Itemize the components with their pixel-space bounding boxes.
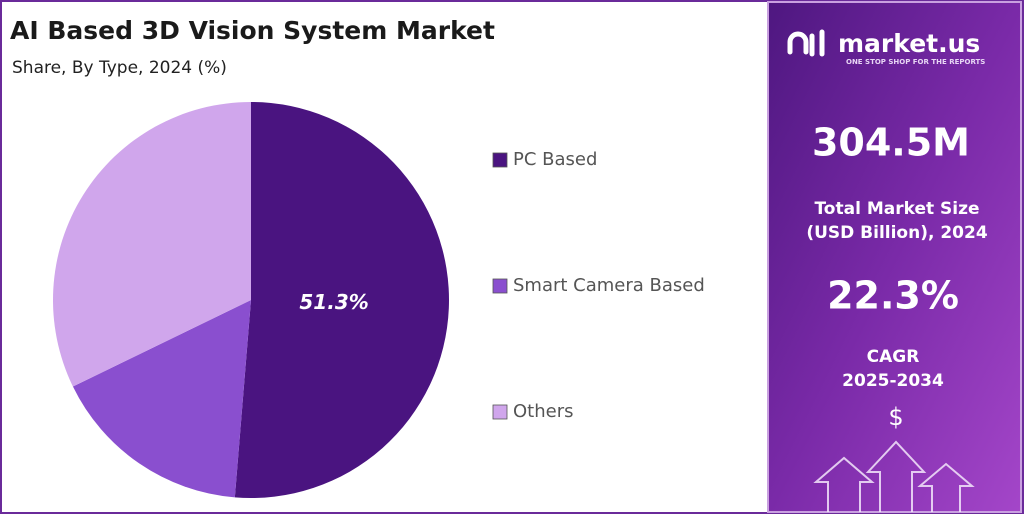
market-size: 304.5M [812, 121, 970, 165]
pie-slice [72, 300, 252, 498]
tagline: ONE STOP SHOP FOR THE REPORTS [846, 58, 985, 66]
legend-label: Others [513, 401, 574, 422]
logo [787, 29, 825, 57]
market-size-label: Total Market Size [814, 199, 979, 219]
legend-swatch [492, 152, 508, 168]
sidebar: market.us ONE STOP SHOP FOR THE REPORTS … [767, 1, 1022, 513]
pie-slice [234, 102, 449, 498]
arrows [813, 440, 975, 512]
chart-title: AI Based 3D Vision System Market [10, 16, 495, 45]
brand: market.us [838, 29, 980, 58]
pie: 51.3% [52, 101, 449, 498]
data-label: 51.3% [299, 290, 368, 314]
dollar-icon: $ [888, 403, 903, 431]
sidebar-bg [767, 1, 1022, 513]
cagr-label: CAGR [867, 347, 920, 367]
legend: PC Based Smart Camera Based Others [492, 149, 705, 422]
cagr-label: 2025-2034 [842, 371, 944, 391]
market-size-label: (USD Billion), 2024 [806, 223, 988, 243]
legend-swatch [492, 404, 508, 420]
pie-slice [52, 101, 251, 387]
legend-swatch [492, 278, 508, 294]
chart-subtitle: Share, By Type, 2024 (%) [12, 58, 227, 78]
cagr: 22.3% [827, 274, 959, 318]
legend-label: Smart Camera Based [513, 275, 705, 296]
legend-label: PC Based [513, 149, 597, 170]
